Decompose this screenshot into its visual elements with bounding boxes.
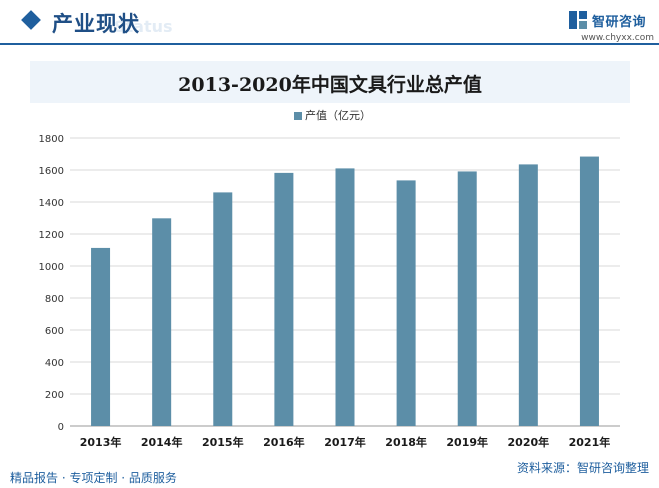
bar	[457, 171, 477, 426]
bar	[274, 172, 294, 426]
x-tick-label: 2013年	[80, 435, 122, 449]
logo-url: www.chyxx.com	[581, 33, 654, 43]
x-tick-label: 2020年	[508, 435, 550, 449]
chart-title-band: 2013-2020年中国文具行业总产值	[30, 61, 630, 103]
x-tick-label: 2015年	[202, 435, 244, 449]
y-tick-label: 1800	[39, 134, 64, 145]
x-tick-label: 2014年	[141, 435, 183, 449]
footer-slogan: 精品报告 · 专项定制 · 品质服务	[10, 471, 177, 485]
y-tick-label: 1200	[39, 230, 64, 241]
x-tick-label: 2017年	[324, 435, 366, 449]
legend-swatch	[294, 112, 302, 120]
bar	[152, 218, 172, 426]
header-ghost-text: Status	[114, 17, 173, 36]
x-tick-label: 2016年	[263, 435, 305, 449]
bar	[335, 168, 355, 426]
y-tick-label: 0	[58, 422, 64, 433]
x-tick-label: 2021年	[569, 435, 611, 449]
y-tick-label: 800	[45, 294, 64, 305]
y-tick-label: 400	[45, 358, 64, 369]
y-tick-label: 1600	[39, 166, 64, 177]
y-tick-label: 1000	[39, 262, 64, 273]
y-tick-label: 600	[45, 326, 64, 337]
x-tick-label: 2018年	[385, 435, 427, 449]
y-tick-label: 1400	[39, 198, 64, 209]
header-divider	[0, 43, 659, 45]
bar	[213, 192, 233, 426]
zhiyan-logo-icon	[569, 11, 587, 29]
bar	[91, 247, 111, 426]
bar	[396, 180, 416, 426]
y-tick-label: 200	[45, 390, 64, 401]
brand-logo: 智研咨询 www.chyxx.com	[568, 9, 654, 45]
bar	[518, 164, 538, 426]
bar	[579, 156, 599, 426]
x-tick-label: 2019年	[446, 435, 488, 449]
logo-name: 智研咨询	[592, 15, 647, 30]
chart-title: 2013-2020年中国文具行业总产值	[178, 74, 482, 96]
legend-label: 产值（亿元）	[305, 109, 371, 122]
section-title: 产业现状	[52, 12, 140, 36]
footer-source: 资料来源：智研咨询整理	[516, 461, 649, 475]
section-header: Status 产业现状 智研咨询 www.chyxx.com	[0, 0, 659, 50]
